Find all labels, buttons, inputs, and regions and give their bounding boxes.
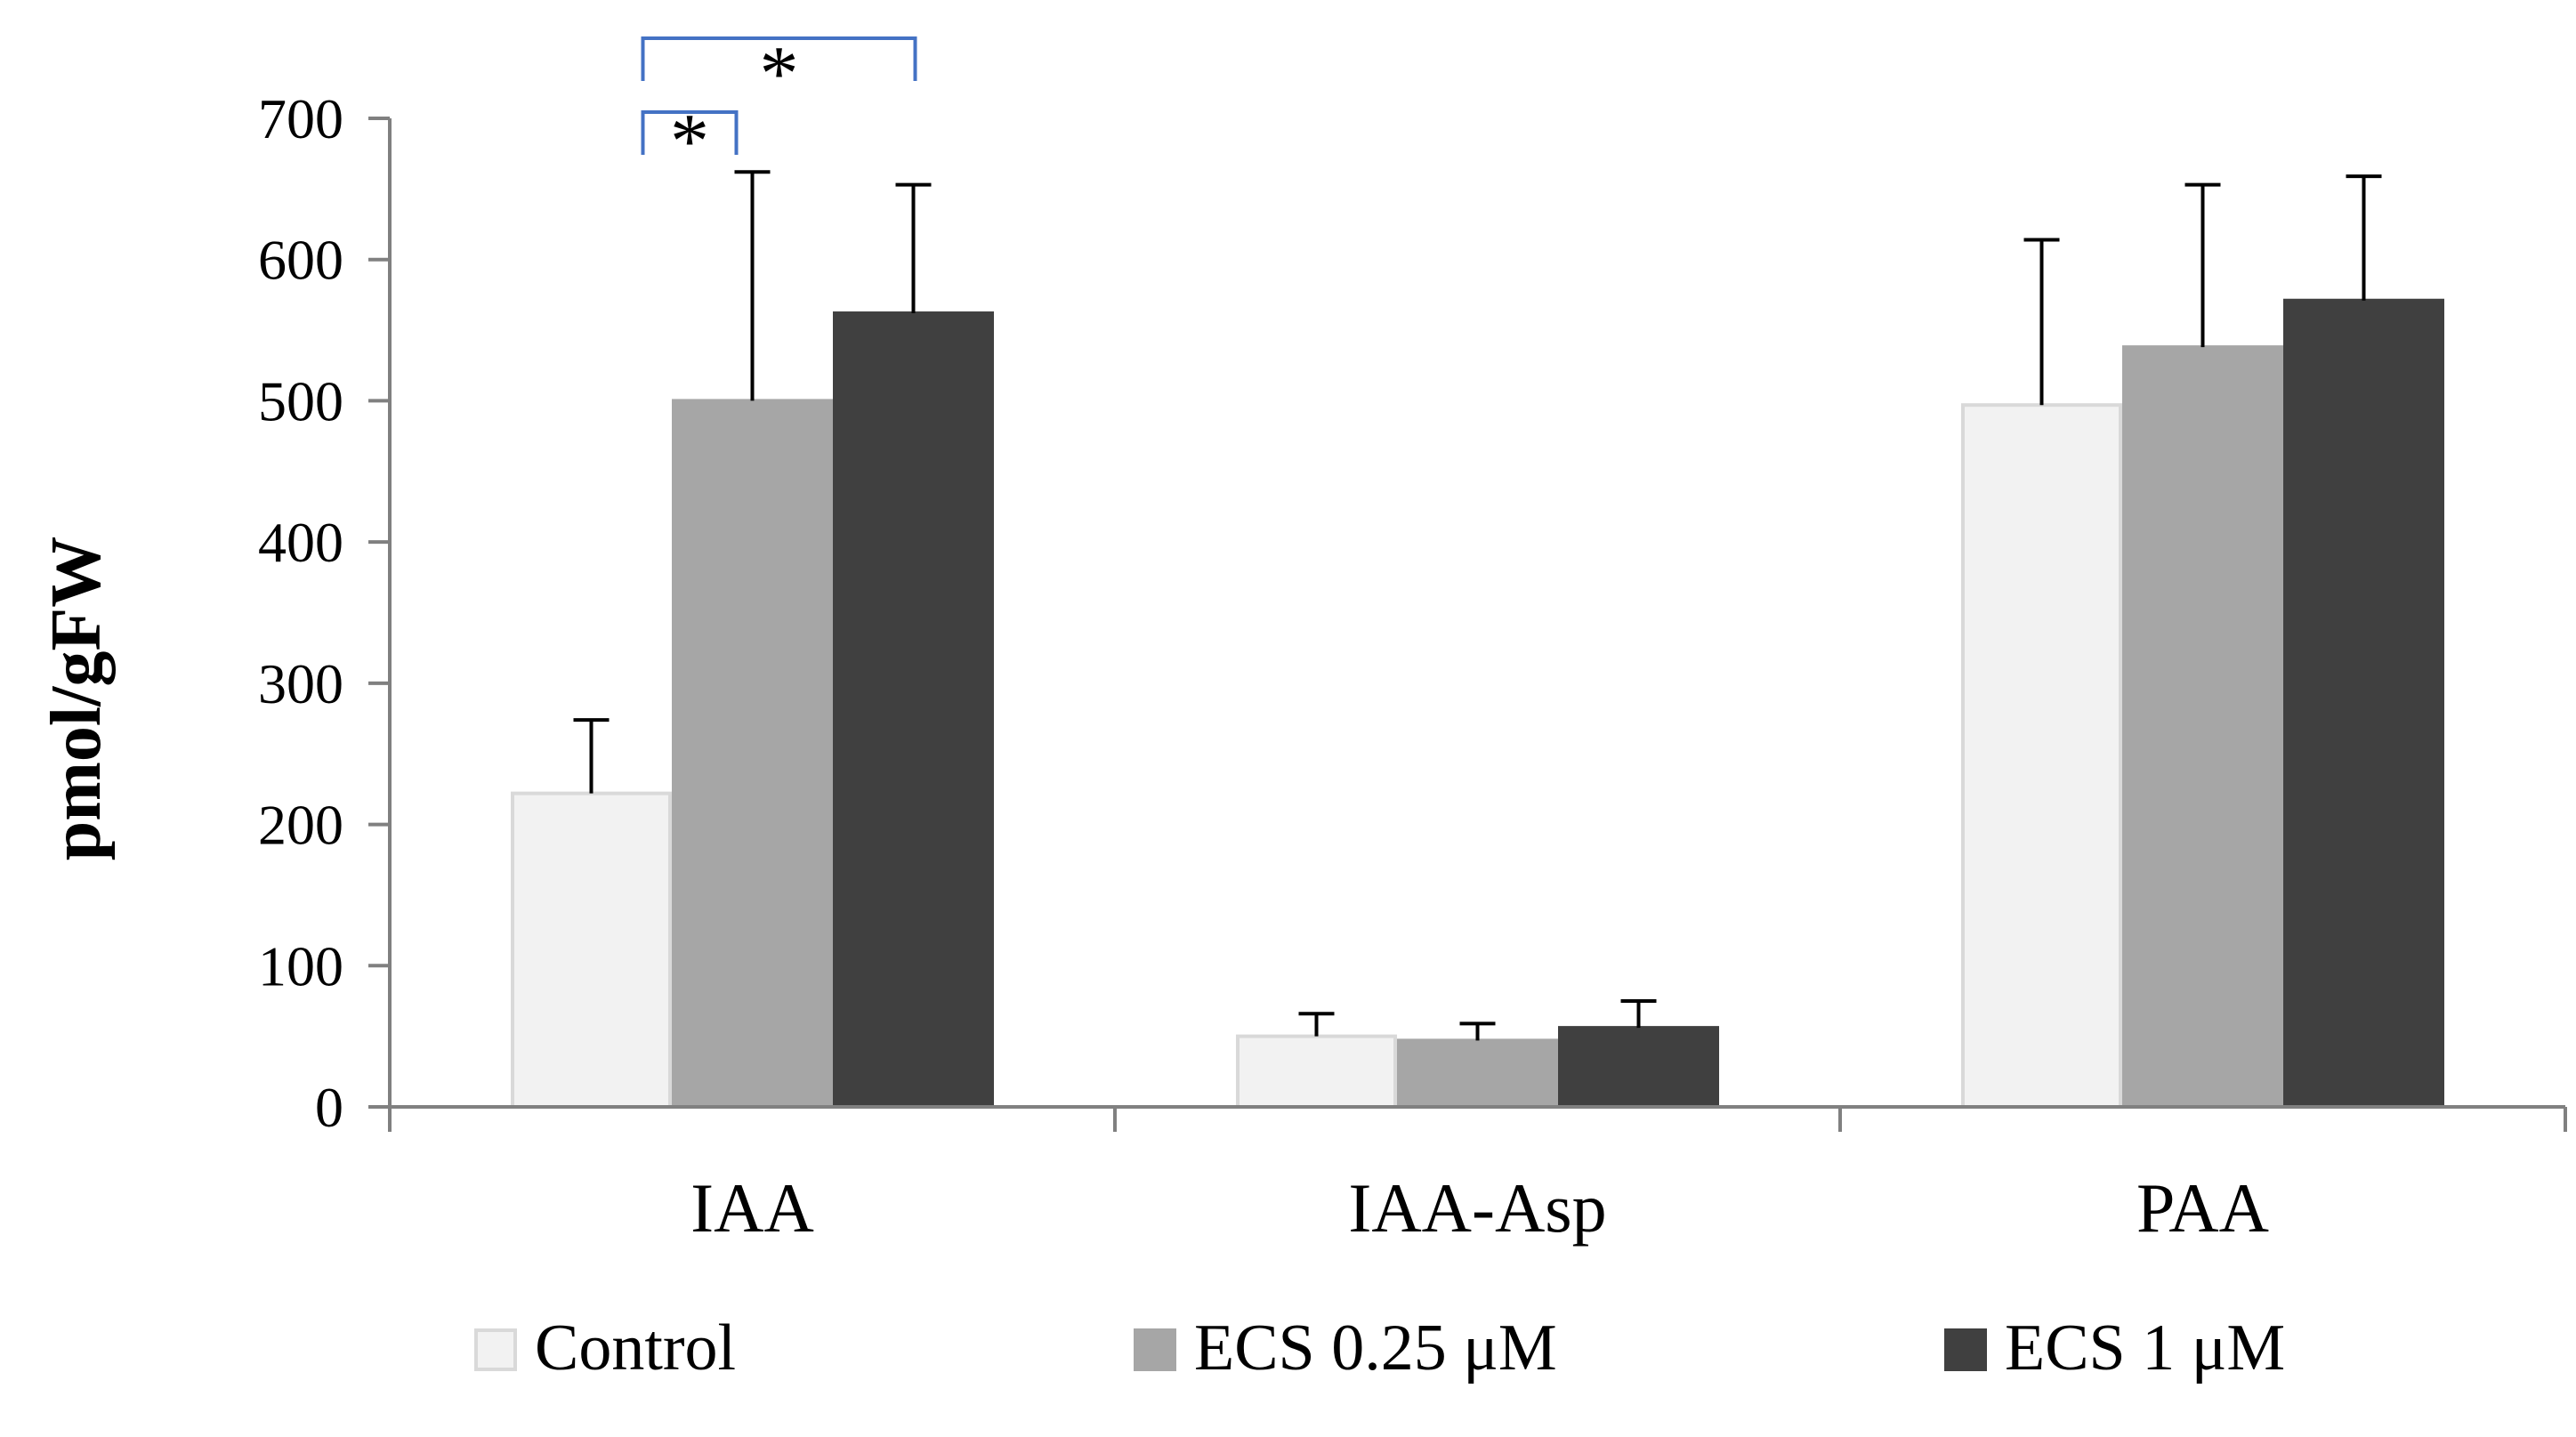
y-axis-title: pmol/gFW	[37, 537, 116, 860]
x-category-label: IAA-Asp	[1348, 1169, 1606, 1247]
error-bars	[573, 170, 2382, 1041]
significance-bracket	[641, 110, 739, 155]
bar	[2283, 298, 2444, 1109]
bar	[1236, 1034, 1397, 1109]
legend-swatch	[474, 1328, 517, 1371]
bar	[672, 399, 833, 1109]
significance-star: *	[760, 31, 799, 117]
legend-label: ECS 1 μM	[2005, 1312, 2285, 1385]
y-tick-label: 600	[258, 229, 343, 292]
significance-bracket	[641, 36, 917, 81]
y-tick-label: 300	[258, 652, 343, 715]
legend-swatch	[1134, 1328, 1176, 1371]
bar	[511, 791, 672, 1109]
significance-star: *	[670, 99, 709, 185]
bar	[1558, 1026, 1719, 1109]
y-tick-label: 400	[258, 511, 343, 574]
y-tick-label: 100	[258, 934, 343, 997]
bar	[1961, 403, 2122, 1109]
bars	[511, 298, 2444, 1110]
axes	[388, 118, 2565, 1109]
legend-swatch	[1944, 1328, 1987, 1371]
x-category-label: IAA	[690, 1169, 814, 1247]
y-tick-label: 500	[258, 369, 343, 432]
legend-label: ECS 0.25 μM	[1194, 1312, 1557, 1385]
bar	[833, 311, 994, 1110]
y-tick-label: 0	[315, 1076, 343, 1139]
legend: Control ECS 0.25 μM ECS 1 μM	[474, 1312, 2285, 1385]
y-axis-ticks: 0 100 200 300 400 500 600 700	[258, 87, 390, 1139]
x-axis-ticks: IAA IAA-Asp PAA	[388, 1107, 2567, 1247]
bar	[1397, 1038, 1558, 1110]
y-tick-label: 200	[258, 794, 343, 857]
bar	[2122, 345, 2283, 1110]
y-tick-label: 700	[258, 87, 343, 150]
significance-brackets: **	[641, 31, 917, 185]
legend-label: Control	[535, 1312, 736, 1385]
x-category-label: PAA	[2136, 1169, 2269, 1247]
